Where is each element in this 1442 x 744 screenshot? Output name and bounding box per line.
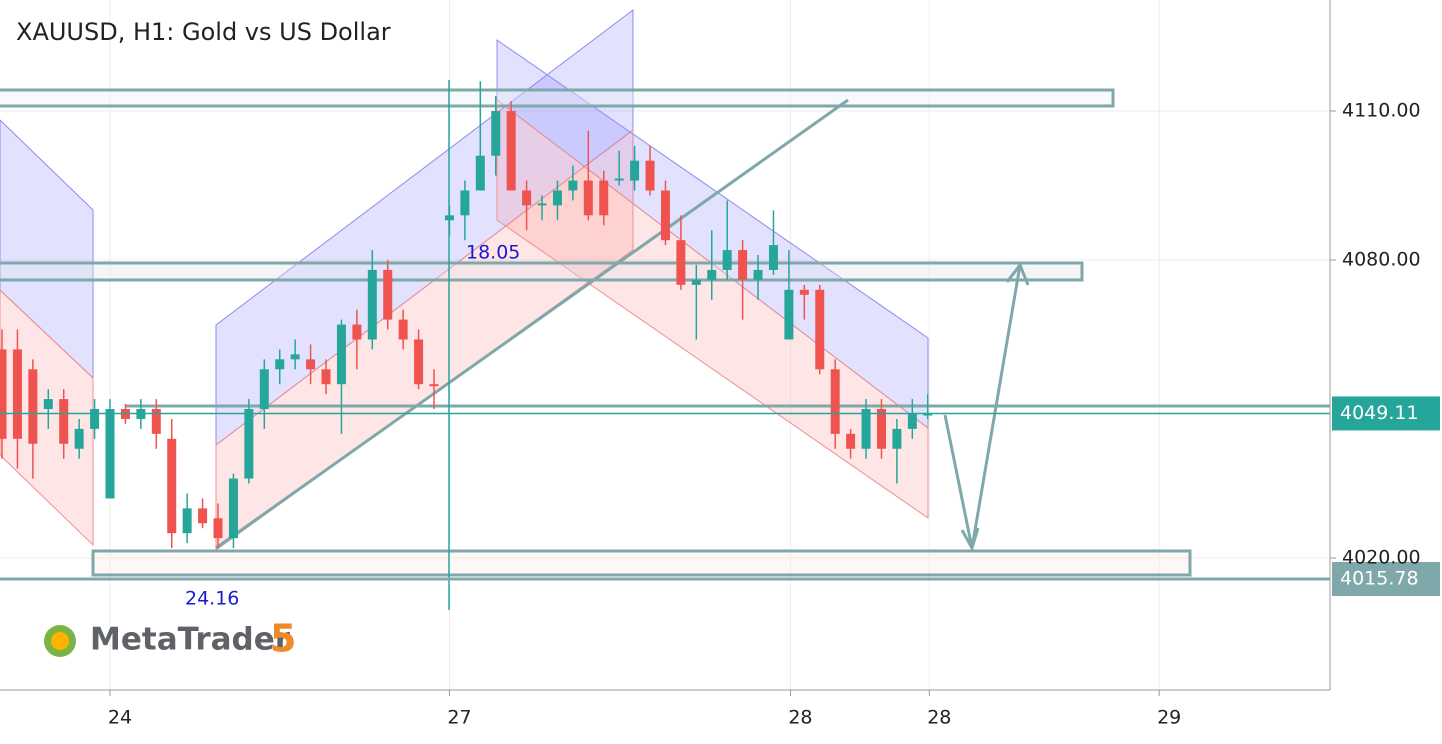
candle-body [275, 359, 285, 370]
candle-body [660, 190, 670, 241]
candle-body [336, 324, 346, 385]
trendline [215, 98, 849, 550]
candles [0, 81, 933, 549]
candle-body [398, 319, 408, 340]
price-label: 4049.11 [1340, 402, 1419, 424]
candle-body [444, 215, 454, 221]
candle-body [167, 438, 177, 534]
candle-body [198, 508, 208, 524]
logo-version: 5 [270, 617, 296, 661]
candle-body [352, 324, 362, 340]
price-label-bg [1332, 561, 1440, 596]
candle-body [151, 409, 161, 434]
candle-body [876, 409, 886, 449]
candle-body [59, 399, 69, 444]
candle-body [923, 413, 933, 416]
candle-body [259, 369, 269, 410]
candle-body [460, 190, 470, 216]
arrow-head [1005, 261, 1030, 286]
zone [0, 88, 1115, 108]
logo: MetaTrader 5 [44, 617, 296, 661]
annotation: 18.05 [466, 242, 520, 264]
channel [215, 128, 634, 551]
candle-body [830, 369, 840, 434]
candle-body [537, 203, 547, 206]
candle-body [244, 409, 254, 479]
candle-body [306, 359, 316, 370]
candle-body [768, 245, 778, 270]
candle-body [799, 289, 809, 295]
logo-icon [51, 632, 69, 650]
overlay [0, 396, 1440, 596]
x-tick-label: 24 [108, 707, 132, 729]
candle-body [722, 250, 732, 270]
x-tick-label: 28 [927, 707, 951, 729]
arrow-head [960, 527, 980, 552]
candle-body [568, 180, 578, 191]
candle-body [0, 349, 7, 439]
zone [91, 549, 1192, 577]
candle-body [738, 250, 748, 280]
candle-body [475, 155, 485, 191]
x-tick-label: 27 [447, 707, 471, 729]
candle-body [383, 269, 393, 320]
candle-body [367, 269, 377, 340]
candle-body [691, 279, 701, 285]
candle-body [491, 111, 501, 156]
annotation: 24.16 [185, 588, 239, 610]
candle-body [599, 180, 609, 216]
candle-body [290, 354, 300, 360]
candle-body [861, 409, 871, 449]
candle-body [907, 413, 917, 429]
candle-body [506, 111, 516, 191]
candle-body [321, 369, 331, 385]
candle-body [12, 349, 22, 439]
candle-body [846, 433, 856, 449]
zone [0, 261, 1084, 282]
price-label-bg [1332, 396, 1440, 431]
candle-body [43, 399, 53, 410]
channel [0, 289, 94, 547]
candle-body [105, 409, 115, 499]
candle-body [522, 190, 532, 206]
candle-body [552, 190, 562, 206]
price-label: 4015.78 [1340, 567, 1419, 589]
candle-body [707, 269, 717, 280]
candle-body [815, 289, 825, 370]
candle-body [784, 289, 794, 340]
candle-body [182, 508, 192, 534]
candle-body [630, 160, 640, 181]
chart-title: XAUUSD, H1: Gold vs US Dollar [16, 18, 391, 46]
candle-body [228, 478, 238, 539]
logo-name: MetaTrader [90, 622, 291, 658]
candle-body [892, 428, 902, 449]
x-tick-label: 28 [788, 707, 812, 729]
candle-body [676, 240, 686, 285]
x-tick-label: 29 [1157, 707, 1181, 729]
candle-body [753, 269, 763, 280]
candle-body [213, 518, 223, 539]
candle-body [414, 339, 424, 385]
y-tick-label: 4080.00 [1342, 249, 1421, 271]
candle-body [614, 178, 624, 181]
candle-body [28, 369, 38, 444]
candle-body [645, 160, 655, 191]
y-tick-label: 4110.00 [1342, 100, 1421, 122]
candle-body [74, 428, 84, 449]
y-tick-label: 4020.00 [1342, 547, 1421, 569]
candle-body [583, 180, 593, 216]
candle-body [429, 384, 439, 387]
candle-body [90, 409, 100, 429]
